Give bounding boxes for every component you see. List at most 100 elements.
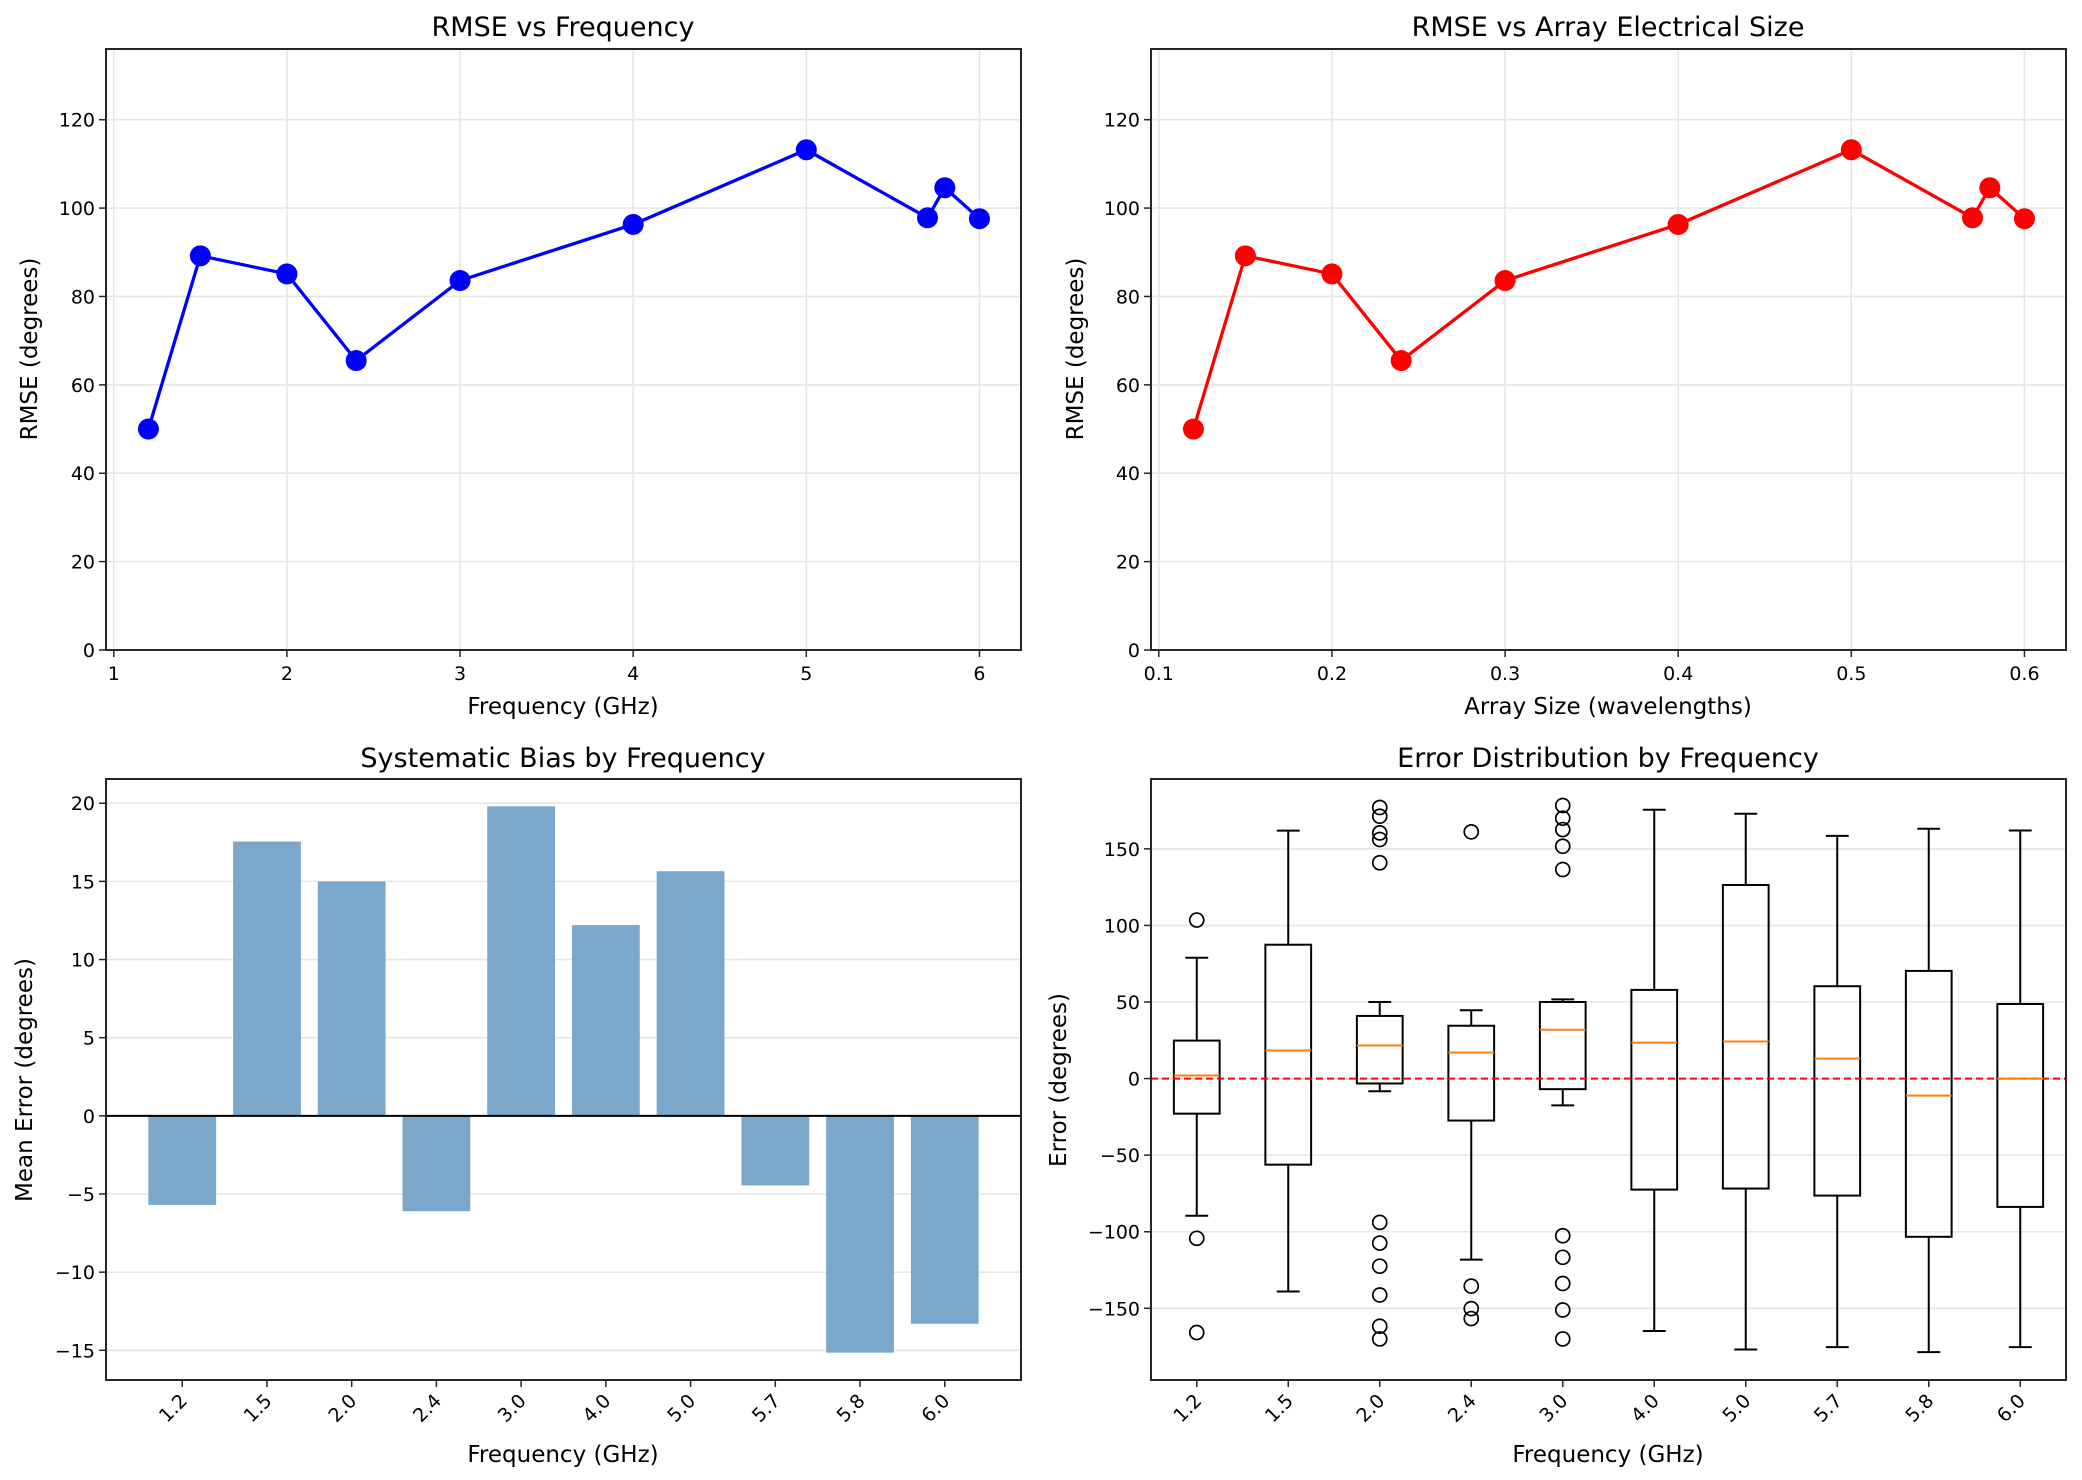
y-tick-label: 60 xyxy=(1116,375,1140,397)
outlier-point xyxy=(1371,1235,1388,1251)
y-tick-label: 0 xyxy=(1128,640,1140,662)
box-iqr xyxy=(1630,988,1679,1191)
data-point xyxy=(189,245,211,267)
outlier-point xyxy=(1188,1324,1205,1341)
data-point xyxy=(795,139,817,161)
x-tick-label: 4 xyxy=(627,663,639,685)
outlier-point xyxy=(1554,797,1571,814)
y-tick-label: 40 xyxy=(71,463,95,485)
box-iqr xyxy=(1721,883,1770,1190)
series-line xyxy=(1191,147,2026,430)
x-tick-label: 5.7 xyxy=(748,1390,785,1427)
outlier-point xyxy=(1554,838,1571,855)
bar xyxy=(741,1115,810,1186)
axes-frame xyxy=(1150,48,2067,651)
chart-title: Systematic Bias by Frequency xyxy=(360,743,765,774)
y-tick-label: 100 xyxy=(59,198,95,220)
y-axis-label: Mean Error (degrees) xyxy=(12,958,38,1202)
box-3.0 xyxy=(1538,797,1587,1347)
y-tick-label: −15 xyxy=(55,1340,95,1362)
y-tick-label: 60 xyxy=(71,375,95,397)
data-point xyxy=(1979,177,2001,199)
data-point xyxy=(1494,270,1516,292)
outlier-point xyxy=(1371,1287,1388,1303)
x-tick-label: 5.8 xyxy=(833,1390,870,1427)
y-tick-label: 10 xyxy=(71,950,95,972)
y-tick-label: −10 xyxy=(55,1262,95,1284)
x-tick-label: 3.0 xyxy=(494,1390,531,1427)
x-tick-label: 2.0 xyxy=(1352,1390,1389,1427)
data-point xyxy=(1390,350,1412,372)
box-5.8 xyxy=(1904,827,1953,1354)
x-tick-label: 4.0 xyxy=(578,1390,615,1427)
data-point xyxy=(345,350,367,372)
y-axis-label: Error (degrees) xyxy=(1046,993,1072,1167)
outlier-point xyxy=(1371,854,1388,871)
outlier-point xyxy=(1188,1230,1205,1247)
x-tick-label: 1.5 xyxy=(1261,1390,1298,1427)
bar xyxy=(656,871,725,1116)
panel-systematic-bias: Systematic Bias by Frequency Frequency (… xyxy=(12,743,1022,1468)
x-axis-label: Frequency (GHz) xyxy=(467,694,658,720)
x-tick-label: 0.1 xyxy=(1144,663,1174,685)
outlier-point xyxy=(1554,1331,1571,1347)
data-point xyxy=(1234,245,1256,267)
y-tick-label: 15 xyxy=(71,871,95,893)
x-tick-label: 0.6 xyxy=(2009,663,2039,685)
y-tick-label: 0 xyxy=(83,640,95,662)
box-iqr xyxy=(1996,1002,2045,1208)
x-tick-label: 1.2 xyxy=(155,1390,192,1427)
y-tick-label: 100 xyxy=(1104,915,1140,937)
box-2.0 xyxy=(1355,799,1404,1347)
y-tick-label: 20 xyxy=(71,793,95,815)
box-1.5 xyxy=(1264,829,1313,1293)
data-point xyxy=(1962,207,1984,229)
y-tick-label: 5 xyxy=(83,1028,95,1050)
box-5.7 xyxy=(1813,834,1862,1349)
box-iqr xyxy=(1904,969,1953,1238)
y-tick-label: 0 xyxy=(1128,1069,1140,1091)
x-tick-label: 5.7 xyxy=(1810,1390,1847,1427)
box-6.0 xyxy=(1996,829,2045,1349)
x-tick-label: 1.5 xyxy=(240,1390,277,1427)
outlier-point xyxy=(1554,810,1571,827)
y-tick-label: 20 xyxy=(71,552,95,574)
y-tick-label: 100 xyxy=(1104,198,1140,220)
box-5.0 xyxy=(1721,812,1770,1351)
y-tick-label: 120 xyxy=(59,110,95,132)
data-point xyxy=(1321,263,1343,285)
bar xyxy=(910,1115,979,1324)
outlier-point xyxy=(1463,1300,1480,1317)
y-tick-label: −100 xyxy=(1088,1222,1140,1244)
box-iqr xyxy=(1172,1039,1221,1115)
x-axis-label: Frequency (GHz) xyxy=(467,1442,658,1468)
bar xyxy=(233,841,301,1116)
x-axis-label: Frequency (GHz) xyxy=(1512,1442,1703,1468)
data-point xyxy=(276,263,298,285)
x-tick-label: 2.0 xyxy=(324,1390,361,1427)
axes-frame xyxy=(1150,778,2067,1381)
x-tick-label: 1.2 xyxy=(1169,1390,1206,1427)
chart-title: RMSE vs Frequency xyxy=(432,12,695,43)
bar xyxy=(571,925,640,1116)
outlier-point xyxy=(1554,861,1571,878)
bar xyxy=(402,1115,471,1212)
outlier-point xyxy=(1554,1249,1571,1266)
box-iqr xyxy=(1355,1014,1404,1085)
outlier-point xyxy=(1371,799,1388,816)
x-tick-label: 2 xyxy=(281,663,293,685)
box-iqr xyxy=(1538,1001,1587,1091)
chart-title: Error Distribution by Frequency xyxy=(1397,743,1819,774)
y-tick-label: 150 xyxy=(1104,839,1140,861)
x-tick-label: 5.0 xyxy=(663,1390,700,1427)
axes-frame xyxy=(105,48,1022,651)
outlier-point xyxy=(1371,831,1388,848)
data-point xyxy=(1667,213,1689,235)
outlier-point xyxy=(1463,1310,1480,1327)
axes-frame xyxy=(105,778,1022,1381)
y-tick-label: −5 xyxy=(67,1184,95,1206)
box-4.0 xyxy=(1630,808,1679,1332)
chart-title: RMSE vs Array Electrical Size xyxy=(1412,12,1805,43)
box-iqr xyxy=(1813,985,1862,1197)
